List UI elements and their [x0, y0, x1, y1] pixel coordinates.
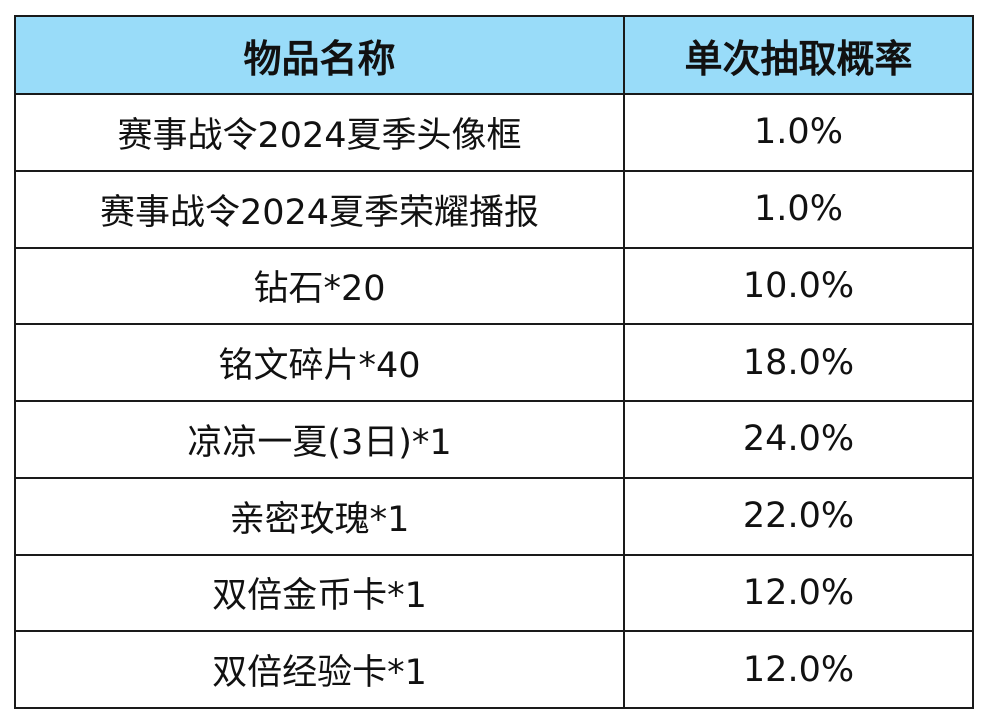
- header-item-name: 物品名称: [14, 15, 625, 95]
- table-row: 凉凉一夏(3日)*1 24.0%: [14, 400, 974, 479]
- table-row: 赛事战令2024夏季荣耀播报 1.0%: [14, 169, 974, 249]
- table-row: 赛事战令2024夏季头像框 1.0%: [14, 93, 974, 172]
- probability-cell: 12.0%: [623, 553, 974, 633]
- item-name-cell: 钻石*20: [14, 246, 625, 326]
- header-single-draw-probability: 单次抽取概率: [623, 15, 974, 95]
- probability-table: 物品名称 单次抽取概率 赛事战令2024夏季头像框 1.0% 赛事战令2024夏…: [14, 15, 974, 709]
- probability-cell: 1.0%: [623, 93, 974, 172]
- item-name-cell: 赛事战令2024夏季头像框: [14, 93, 625, 172]
- probability-cell: 22.0%: [623, 476, 974, 556]
- table-row: 钻石*20 10.0%: [14, 246, 974, 326]
- table-row: 双倍金币卡*1 12.0%: [14, 553, 974, 633]
- item-name-cell: 亲密玫瑰*1: [14, 476, 625, 556]
- table-row: 亲密玫瑰*1 22.0%: [14, 476, 974, 556]
- table-header-row: 物品名称 单次抽取概率: [14, 15, 974, 95]
- table-row: 铭文碎片*40 18.0%: [14, 323, 974, 402]
- probability-cell: 24.0%: [623, 400, 974, 479]
- probability-cell: 12.0%: [623, 630, 974, 709]
- item-name-cell: 双倍金币卡*1: [14, 553, 625, 633]
- probability-cell: 18.0%: [623, 323, 974, 402]
- item-name-cell: 凉凉一夏(3日)*1: [14, 400, 625, 479]
- item-name-cell: 双倍经验卡*1: [14, 630, 625, 709]
- probability-cell: 1.0%: [623, 169, 974, 249]
- probability-cell: 10.0%: [623, 246, 974, 326]
- item-name-cell: 铭文碎片*40: [14, 323, 625, 402]
- table-row: 双倍经验卡*1 12.0%: [14, 630, 974, 709]
- item-name-cell: 赛事战令2024夏季荣耀播报: [14, 169, 625, 249]
